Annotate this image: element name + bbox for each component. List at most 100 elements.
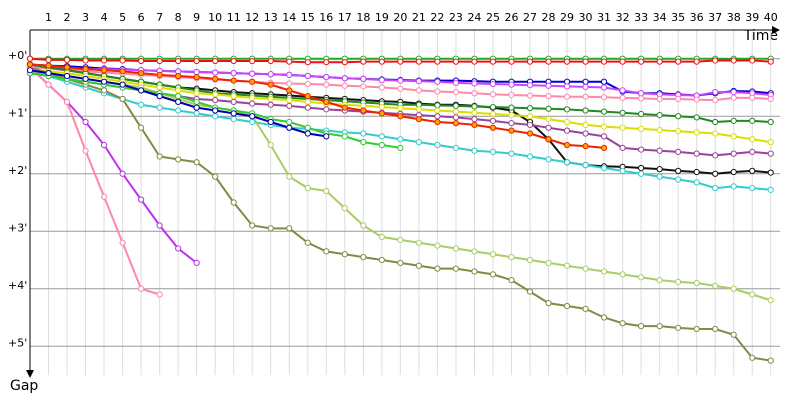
data-point xyxy=(26,61,34,68)
x-tick-label: 6 xyxy=(138,11,145,24)
data-point xyxy=(767,186,774,193)
data-point xyxy=(471,121,478,128)
data-point xyxy=(82,147,89,154)
x-tick-label: 23 xyxy=(449,11,463,24)
data-point xyxy=(267,57,274,65)
data-point xyxy=(693,179,700,186)
data-point xyxy=(730,89,737,96)
data-point xyxy=(397,144,404,151)
data-point xyxy=(582,130,589,137)
data-point xyxy=(304,130,311,137)
data-point xyxy=(434,107,441,114)
data-point xyxy=(323,187,330,195)
x-tick-label: 35 xyxy=(671,11,685,24)
x-tick-label: 29 xyxy=(560,11,574,24)
data-point xyxy=(767,357,774,364)
data-point xyxy=(508,91,515,99)
data-point xyxy=(526,153,534,160)
data-point xyxy=(582,83,589,91)
data-point xyxy=(156,291,163,298)
data-point xyxy=(638,90,645,97)
data-point xyxy=(730,94,737,101)
x-tick-label: 28 xyxy=(542,11,556,24)
data-point xyxy=(193,110,200,117)
x-tick-label: 20 xyxy=(393,11,407,24)
data-point xyxy=(675,113,682,120)
data-point xyxy=(341,133,348,140)
data-point xyxy=(767,58,774,65)
data-point xyxy=(452,144,460,151)
data-point xyxy=(526,58,534,65)
data-point xyxy=(582,78,589,85)
x-tick-label: 13 xyxy=(264,11,278,24)
data-point xyxy=(378,103,385,111)
data-point xyxy=(415,78,422,85)
data-point xyxy=(212,69,219,76)
data-point xyxy=(212,57,219,65)
data-point xyxy=(341,75,348,82)
data-point xyxy=(619,124,626,131)
data-point xyxy=(175,93,182,100)
data-point xyxy=(675,58,682,65)
data-point xyxy=(730,331,737,338)
data-point xyxy=(100,193,108,200)
data-point xyxy=(100,57,108,64)
data-point xyxy=(675,95,682,103)
data-point xyxy=(656,166,663,173)
data-point xyxy=(193,259,200,266)
data-point xyxy=(471,268,478,275)
data-point xyxy=(415,139,422,146)
data-point xyxy=(600,78,608,85)
data-point xyxy=(489,148,497,155)
data-point xyxy=(656,112,663,119)
data-point xyxy=(415,116,422,123)
data-point xyxy=(675,167,682,174)
data-point xyxy=(712,89,719,96)
data-point xyxy=(730,57,737,64)
data-point xyxy=(360,107,367,114)
data-point xyxy=(471,109,478,116)
x-tick-label: 12 xyxy=(245,11,259,24)
data-point xyxy=(323,74,330,81)
data-point xyxy=(286,71,293,78)
data-point xyxy=(600,108,608,115)
data-point xyxy=(156,104,163,111)
data-point xyxy=(767,118,774,126)
data-point xyxy=(619,271,626,278)
data-point xyxy=(267,118,274,126)
data-point xyxy=(489,271,497,278)
data-point xyxy=(360,139,367,146)
data-point xyxy=(582,143,589,150)
data-point xyxy=(749,94,756,101)
x-tick-label: 38 xyxy=(727,11,741,24)
data-point xyxy=(249,78,256,85)
x-tick-label: 25 xyxy=(486,11,500,24)
data-point xyxy=(230,57,237,65)
data-point xyxy=(119,170,126,177)
data-point xyxy=(304,239,311,246)
data-point xyxy=(286,173,293,180)
data-point xyxy=(526,256,534,264)
data-point xyxy=(508,81,515,88)
data-point xyxy=(693,96,700,103)
data-point xyxy=(230,77,237,84)
x-tick-label: 27 xyxy=(523,11,537,24)
series-line xyxy=(29,66,160,296)
data-point xyxy=(249,70,256,77)
data-point xyxy=(545,105,552,112)
data-point xyxy=(415,87,422,94)
data-point xyxy=(638,58,645,65)
data-point xyxy=(563,141,571,149)
data-point xyxy=(545,116,552,123)
data-point xyxy=(156,57,163,65)
data-point xyxy=(415,58,422,65)
data-point xyxy=(415,262,422,269)
data-point xyxy=(156,93,163,100)
data-point xyxy=(693,58,700,65)
data-point xyxy=(489,251,497,258)
data-point xyxy=(119,81,126,88)
data-point xyxy=(508,112,515,119)
data-point xyxy=(638,110,645,118)
x-tick-label: 3 xyxy=(82,11,89,24)
data-point xyxy=(749,354,756,361)
